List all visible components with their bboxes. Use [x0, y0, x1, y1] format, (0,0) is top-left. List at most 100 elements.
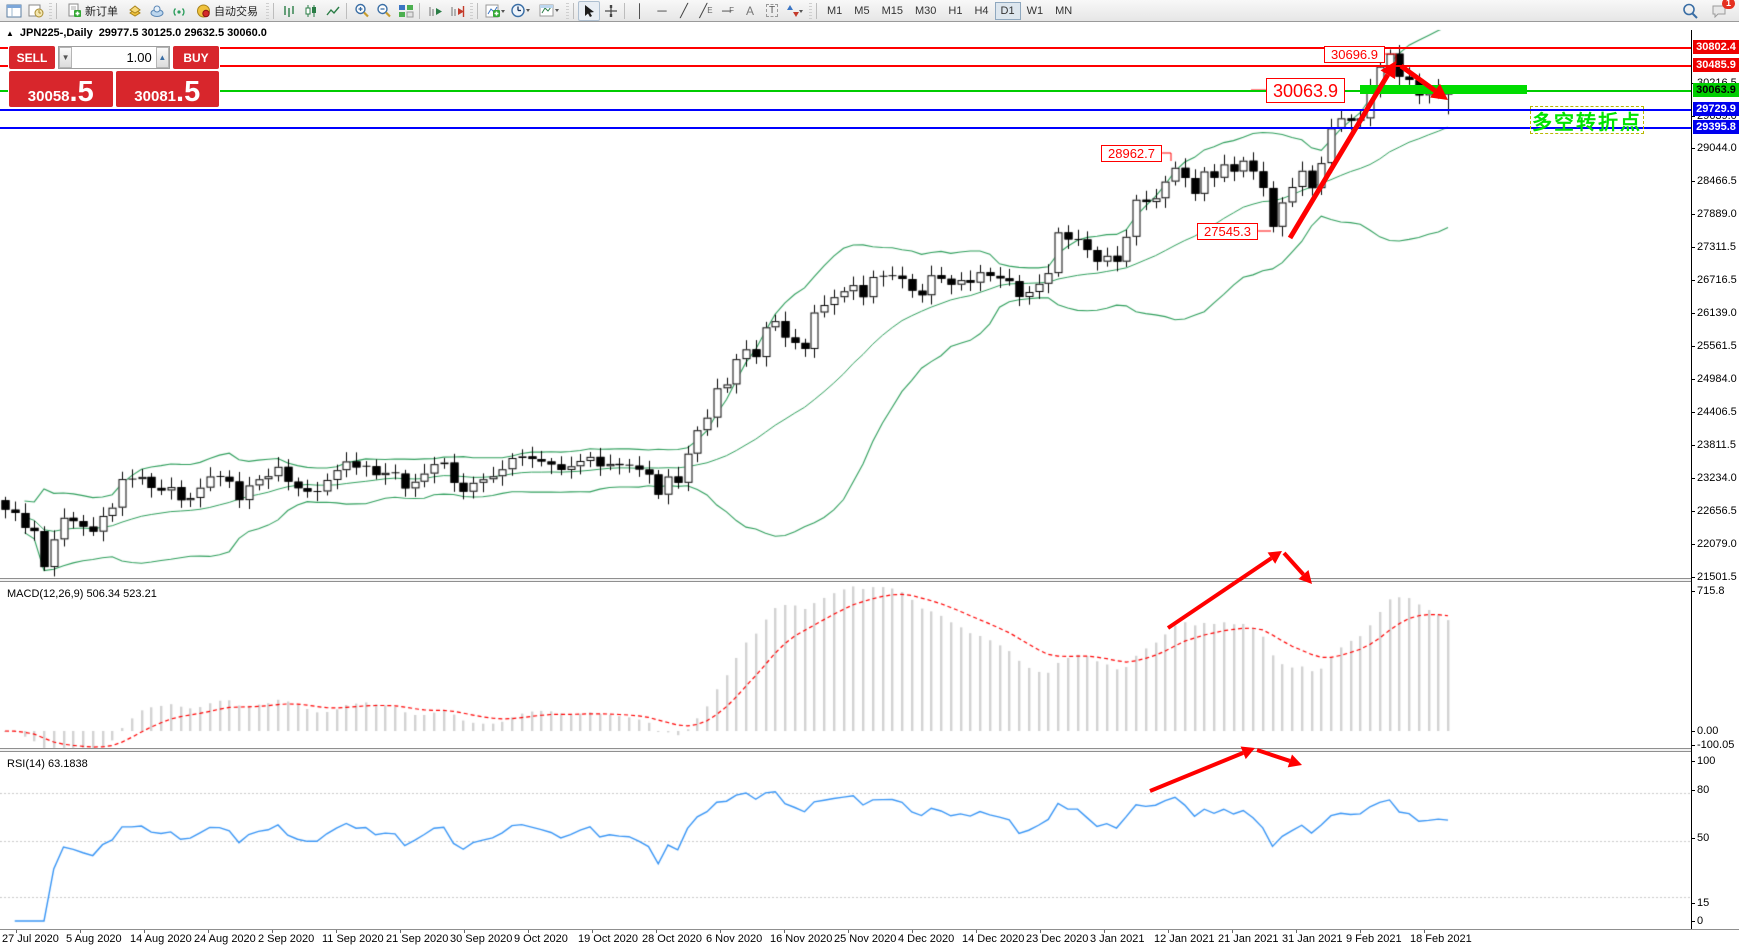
auto-trading-button[interactable]: 自动交易 — [190, 1, 264, 21]
profiles-icon[interactable] — [25, 1, 47, 21]
auto-scroll-icon[interactable] — [424, 1, 446, 21]
signals-icon[interactable] — [168, 1, 190, 21]
new-order-button[interactable]: 新订单 — [61, 1, 124, 21]
turning-point-annotation[interactable]: 多空转折点 — [1530, 106, 1644, 134]
date-axis[interactable]: 27 Jul 2020 5 Aug 2020 14 Aug 2020 24 Aug 2… — [0, 929, 1739, 948]
price-callout-27545.3[interactable]: 27545.3 — [1197, 223, 1258, 240]
band-handle[interactable] — [1517, 85, 1527, 94]
price-level-badge: 30063.9 — [1693, 83, 1739, 97]
timeframe-d1[interactable]: D1 — [994, 1, 1021, 20]
mql5-community-icon[interactable] — [146, 1, 168, 21]
timeframe-m5[interactable]: M5 — [854, 4, 870, 17]
indicators-icon[interactable] — [482, 1, 508, 21]
macd-axis-tick: 0.00 — [1691, 725, 1719, 737]
bar-chart-icon[interactable] — [278, 1, 300, 21]
zoom-in-icon[interactable] — [351, 1, 373, 21]
rsi-axis-tick: 80 — [1691, 784, 1710, 796]
symbol-period-label: JPN225-,Daily — [19, 27, 93, 39]
price-callout-28962.7[interactable]: 28962.7 — [1101, 145, 1162, 162]
price-tick: 27311.5 — [1692, 241, 1736, 253]
date-label: 21 Jan 2021 — [1218, 930, 1279, 945]
horizontal-line-30063.9[interactable] — [0, 90, 1691, 92]
sell-button[interactable]: SELL — [9, 46, 55, 69]
timeframe-h1[interactable]: H1 — [948, 4, 963, 17]
sell-price-display[interactable]: 30058.5 — [9, 71, 113, 107]
rsi-axis-tick: 100 — [1691, 755, 1716, 767]
price-tick: 29044.0 — [1692, 142, 1737, 154]
macd-axis-tick: -100.05 — [1691, 739, 1735, 751]
price-callout-30696.9[interactable]: 30696.9 — [1324, 46, 1385, 63]
panel-splitter-rsi[interactable] — [0, 748, 1739, 752]
arrows-tool-icon[interactable] — [783, 1, 807, 21]
candlestick-chart-icon[interactable] — [300, 1, 322, 21]
buy-price-display[interactable]: 30081.5 — [115, 71, 219, 107]
trend-arrow-up-main[interactable] — [1287, 61, 1396, 240]
chart-shift-icon[interactable] — [446, 1, 468, 21]
horizontal-line-30802.4[interactable] — [0, 47, 1691, 49]
trend-arrow-up-rsi[interactable] — [1149, 746, 1255, 793]
price-tick: 28466.5 — [1692, 175, 1737, 187]
timeframe-m1[interactable]: M1 — [827, 4, 843, 17]
templates-icon[interactable] — [536, 1, 564, 21]
horizontal-line-29395.8[interactable] — [0, 127, 1691, 129]
date-label: 24 Aug 2020 — [194, 930, 256, 945]
timeframe-w1[interactable]: W1 — [1026, 4, 1044, 17]
new-order-icon — [68, 3, 81, 17]
periods-icon[interactable] — [508, 1, 536, 21]
trend-arrow-up-macd[interactable] — [1166, 551, 1282, 630]
date-label: 30 Sep 2020 — [450, 930, 513, 945]
line-chart-icon[interactable] — [322, 1, 344, 21]
price-callout-30063.9[interactable]: 30063.9 — [1266, 78, 1345, 103]
crosshair-icon[interactable] — [600, 1, 622, 21]
timeframe-mn[interactable]: MN — [1055, 4, 1073, 17]
metaeditor-icon[interactable] — [124, 1, 146, 21]
rsi-axis-tick: 15 — [1691, 897, 1710, 909]
timeframe-m15[interactable]: M15 — [881, 4, 903, 17]
date-label: 12 Jan 2021 — [1154, 930, 1215, 945]
date-label: 28 Oct 2020 — [642, 930, 702, 945]
notification-count-badge: 1 — [1721, 0, 1735, 9]
new-order-label: 新订单 — [85, 5, 118, 18]
date-label: 19 Oct 2020 — [578, 930, 638, 945]
date-label: 9 Oct 2020 — [514, 930, 568, 945]
price-level-badge: 29395.8 — [1693, 120, 1739, 134]
trend-arrow-down-macd[interactable] — [1282, 551, 1312, 584]
trend-arrow-down-main[interactable] — [1399, 63, 1448, 100]
date-label: 14 Dec 2020 — [962, 930, 1025, 945]
panel-splitter-macd[interactable] — [0, 578, 1739, 582]
ohlc-values: 29977.5 30125.0 29632.5 30060.0 — [98, 27, 267, 39]
new-chart-icon[interactable] — [3, 1, 25, 21]
chart-surface[interactable] — [0, 22, 1739, 948]
trendline-icon[interactable]: ╱ — [680, 3, 688, 18]
tile-windows-icon[interactable] — [395, 1, 417, 21]
text-label-icon[interactable]: T — [761, 1, 783, 21]
horizontal-line-icon[interactable]: ─ — [657, 3, 667, 18]
price-level-badge: 30485.9 — [1693, 58, 1739, 72]
notifications-icon[interactable]: 1 — [1708, 0, 1735, 21]
zoom-out-icon[interactable] — [373, 1, 395, 21]
vertical-line-icon[interactable]: │ — [635, 3, 645, 18]
volume-decrease-button[interactable]: ▼ — [59, 47, 73, 68]
trend-arrow-down-rsi[interactable] — [1256, 748, 1302, 768]
timeframe-h4[interactable]: H4 — [974, 4, 989, 17]
cursor-icon[interactable] — [578, 0, 600, 21]
horizontal-line-30485.9[interactable] — [0, 65, 1691, 67]
text-icon[interactable]: A — [745, 3, 754, 18]
volume-input[interactable] — [72, 47, 156, 68]
buy-button[interactable]: BUY — [173, 46, 219, 69]
price-tick: 27889.0 — [1692, 208, 1737, 220]
timeframe-m30[interactable]: M30 — [914, 4, 937, 17]
rsi-axis-tick: 0 — [1691, 915, 1704, 927]
price-tick: 22656.5 — [1692, 505, 1737, 517]
fibonacci-icon[interactable]: ─ F — [721, 3, 735, 18]
timeframe-group: M1 M5 M15 M30 H1 H4 D1 W1 MN — [821, 1, 1078, 20]
price-tick: 23811.5 — [1692, 439, 1736, 451]
horizontal-line-29729.9[interactable] — [0, 109, 1691, 111]
price-level-badge: 30802.4 — [1693, 40, 1739, 54]
volume-increase-button[interactable]: ▲ — [155, 47, 169, 68]
collapse-arrow-icon[interactable]: ▲ — [6, 28, 14, 38]
main-toolbar: 新订单 自动交易 │ ─ ╱ ╱ E ─ F A T — [0, 0, 1739, 22]
price-axis[interactable]: 30216.529639.029044.028466.527889.027311… — [1691, 30, 1739, 929]
equidistant-channel-icon[interactable]: ╱ E — [699, 3, 713, 18]
search-icon[interactable] — [1679, 1, 1702, 21]
